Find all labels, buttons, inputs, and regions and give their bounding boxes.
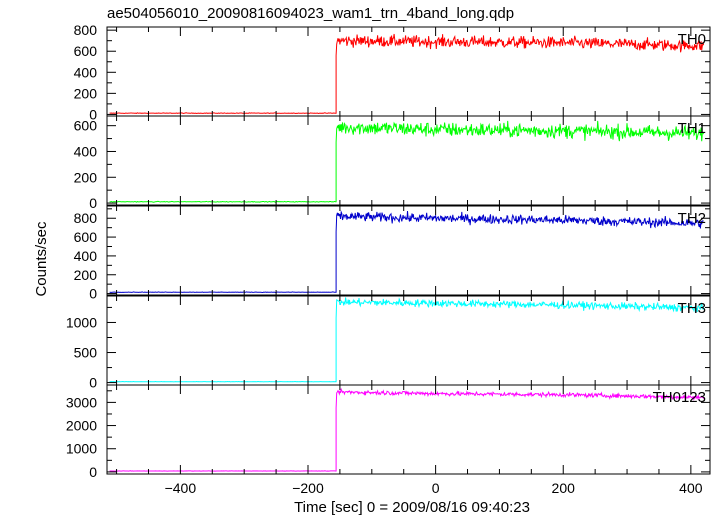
y-tick-label: 0 — [89, 464, 97, 480]
y-tick-label: 400 — [74, 64, 98, 80]
x-tick-label: 400 — [679, 480, 703, 496]
chart-title: ae504056010_20090816094023_wam1_trn_4ban… — [107, 5, 514, 22]
y-tick-label: 600 — [74, 229, 98, 245]
series-line-th0123 — [109, 387, 705, 472]
y-tick-label: 0 — [89, 106, 97, 122]
x-tick-label: 0 — [432, 480, 440, 496]
y-tick-label: 600 — [74, 43, 98, 59]
panel-label: TH0123 — [653, 389, 706, 406]
series-line-th3 — [109, 297, 705, 383]
y-tick-label: 200 — [74, 267, 98, 283]
panel-label: TH1 — [678, 120, 706, 137]
panel-th3: 0 500 1000 TH3 — [66, 295, 711, 391]
y-axis-label: Counts/sec — [33, 221, 50, 297]
y-tick-label: 600 — [74, 118, 98, 134]
x-tick-label: 200 — [552, 480, 576, 496]
panels: 0 200 400 600 800 TH0 0 200 400 600 TH1 0 200 400 600 8… — [66, 22, 711, 480]
series-line-th0 — [109, 33, 705, 115]
panel-th2: 0 200 400 600 800 TH2 — [74, 205, 711, 302]
panel-label: TH0 — [678, 31, 706, 48]
y-tick-label: 3000 — [66, 394, 97, 410]
x-axis-label: Time [sec] 0 = 2009/08/16 09:40:23 — [294, 499, 530, 516]
y-tick-label: 400 — [74, 248, 98, 264]
y-tick-label: 200 — [74, 85, 98, 101]
y-tick-label: 0 — [89, 286, 97, 302]
panel-label: TH3 — [678, 300, 706, 317]
y-tick-label: 1000 — [66, 314, 97, 330]
y-tick-label: 200 — [74, 169, 98, 185]
y-tick-label: 800 — [74, 22, 98, 38]
panel-th0: 0 200 400 600 800 TH0 — [74, 22, 711, 122]
y-tick-label: 500 — [74, 345, 98, 361]
y-tick-label: 400 — [74, 143, 98, 159]
panel-th1: 0 200 400 600 TH1 — [74, 115, 711, 211]
panel-frame — [106, 205, 711, 296]
x-tick-label: −200 — [292, 480, 324, 496]
y-tick-label: 800 — [74, 210, 98, 226]
y-tick-label: 0 — [89, 195, 97, 211]
y-tick-label: 0 — [89, 375, 97, 391]
y-tick-label: 1000 — [66, 441, 97, 457]
panel-frame — [106, 115, 711, 206]
x-axis: −400 −200 0 200 400 — [165, 480, 703, 496]
series-line-th2 — [109, 210, 704, 294]
x-tick-label: −400 — [165, 480, 197, 496]
panel-frame — [106, 384, 711, 475]
series-line-th1 — [109, 120, 705, 203]
y-tick-label: 2000 — [66, 418, 97, 434]
panel-label: TH2 — [678, 210, 706, 227]
panel-th0123: 0 1000 2000 3000 TH0123 — [66, 384, 711, 480]
